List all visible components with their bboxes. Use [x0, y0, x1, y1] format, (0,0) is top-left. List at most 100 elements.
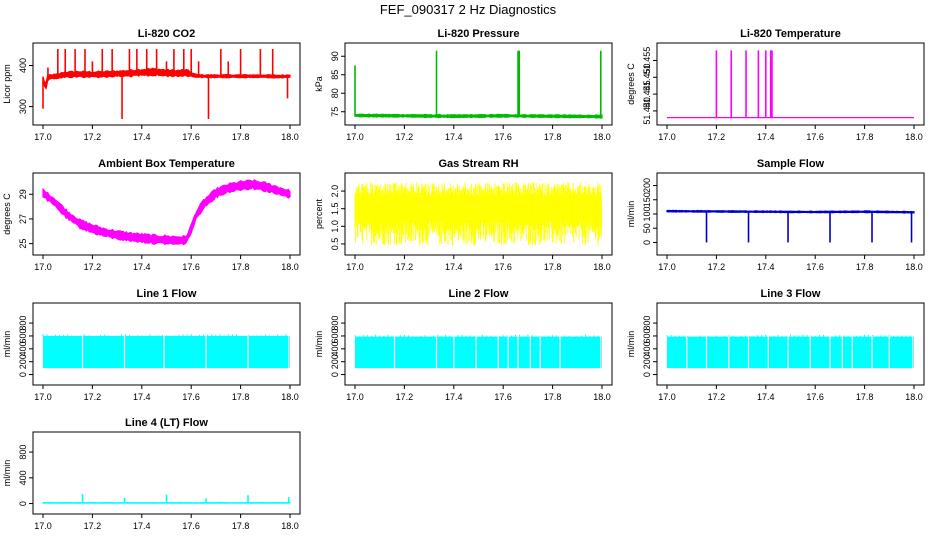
y-axis-label: ml/min [2, 331, 12, 358]
series-pressure [354, 50, 603, 119]
x-tick-label: 17.6 [806, 262, 824, 272]
x-tick-label: 17.8 [232, 392, 250, 402]
series-line4 [42, 493, 291, 504]
series-band [43, 335, 290, 369]
y-tick-label: 600 [18, 328, 28, 343]
chart-title: Li-820 Temperature [740, 28, 841, 40]
x-tick-label: 17.8 [856, 132, 874, 142]
chart-line3: Line 3 Flow ml/min 17.0 17.2 17.4 17.6 17.8 18.… [626, 288, 925, 402]
x-tick-label: 17.8 [544, 392, 562, 402]
x-tick-label: 17.2 [84, 262, 102, 272]
chart-title: Line 4 (LT) Flow [125, 417, 208, 429]
y-tick-label: 85 [330, 70, 340, 80]
y-tick-label: 200 [642, 354, 652, 369]
y-tick-label: 400 [18, 470, 28, 485]
y-axis-label: ml/min [626, 331, 636, 358]
y-axis-label: ml/min [626, 201, 636, 228]
x-tick-label: 17.0 [658, 392, 676, 402]
chart-rh: Gas Stream RH percent 17.0 17.2 17.4 17.6 17.8… [314, 158, 613, 272]
x-tick-label: 17.4 [757, 262, 775, 272]
y-tick-label: 150 [642, 192, 652, 207]
y-tick-label: 1.0 [330, 220, 340, 233]
chart-title: Li-820 Pressure [438, 28, 520, 40]
y-tick-label: 80 [330, 88, 340, 98]
x-tick-label: 17.6 [494, 392, 512, 402]
y-tick-label: 0.5 [330, 238, 340, 251]
x-tick-label: 17.4 [133, 262, 151, 272]
plot-frame [32, 42, 301, 126]
x-tick-label: 17.2 [84, 392, 102, 402]
x-tick-label: 18.0 [905, 132, 923, 142]
x-tick-label: 17.8 [544, 132, 562, 142]
y-tick-label: 2.0 [330, 185, 340, 198]
chart-line4: Line 4 (LT) Flow ml/min 17.0 17.2 17.4 17.6 17… [2, 417, 301, 531]
x-tick-label: 17.6 [494, 262, 512, 272]
y-axis-label: percent [314, 198, 324, 229]
chart-title: Gas Stream RH [438, 158, 518, 170]
chart-ambient: Ambient Box Temperature degrees C 17.0 17.2… [2, 158, 301, 272]
y-axis-label: degrees C [2, 193, 12, 235]
x-tick-label: 17.4 [757, 132, 775, 142]
x-tick-label: 17.8 [856, 392, 874, 402]
x-tick-label: 17.8 [232, 262, 250, 272]
y-tick-label: 200 [642, 178, 652, 193]
plot-frame [344, 302, 613, 386]
series-co2 [42, 49, 291, 119]
y-tick-label: 600 [330, 328, 340, 343]
series-line [354, 113, 603, 119]
y-axis-label: ml/min [314, 331, 324, 358]
y-tick-label: 0 [642, 240, 652, 245]
x-tick-label: 17.0 [346, 132, 364, 142]
plot-frame [32, 431, 301, 515]
x-tick-label: 17.8 [232, 521, 250, 531]
y-tick-label: 0 [18, 372, 28, 377]
y-tick-label: 200 [330, 354, 340, 369]
x-tick-label: 17.2 [396, 392, 414, 402]
x-tick-label: 18.0 [593, 262, 611, 272]
x-tick-label: 17.2 [396, 132, 414, 142]
chart-title: Sample Flow [757, 158, 825, 170]
y-tick-label: 300 [18, 99, 28, 114]
y-tick-label: 0 [330, 372, 340, 377]
x-tick-label: 17.0 [34, 262, 52, 272]
series-line [42, 67, 291, 90]
series-licor-temp [667, 50, 914, 119]
y-axis-label: degrees C [626, 63, 636, 105]
y-tick-label: 51.445 [642, 80, 652, 108]
series-band [667, 336, 914, 369]
plot-frame [656, 302, 925, 386]
x-tick-label: 17.6 [182, 132, 200, 142]
x-tick-label: 17.0 [658, 132, 676, 142]
x-tick-label: 17.4 [445, 262, 463, 272]
y-tick-label: 800 [330, 316, 340, 331]
x-tick-label: 18.0 [281, 262, 299, 272]
plot-frame [32, 302, 301, 386]
x-tick-label: 17.6 [494, 132, 512, 142]
plot-frame [344, 172, 613, 256]
x-tick-label: 17.2 [708, 132, 726, 142]
chart-title: Li-820 CO2 [138, 28, 195, 40]
x-tick-label: 18.0 [281, 392, 299, 402]
y-tick-label: 800 [642, 316, 652, 331]
x-tick-label: 17.4 [445, 132, 463, 142]
x-tick-label: 18.0 [905, 392, 923, 402]
x-tick-label: 17.6 [806, 132, 824, 142]
y-tick-label: 400 [18, 58, 28, 73]
x-tick-label: 17.4 [445, 392, 463, 402]
y-tick-label: 90 [330, 51, 340, 61]
y-tick-label: 51.455 [642, 47, 652, 75]
y-tick-label: 600 [642, 328, 652, 343]
x-tick-label: 17.6 [806, 392, 824, 402]
y-axis-label: kPa [314, 76, 324, 92]
y-tick-label: 0 [18, 501, 28, 506]
chart-co2: Li-820 CO2 Licor ppm 17.0 17.2 17.4 17.6 17.8 1… [2, 28, 301, 142]
series-sample-flow [666, 209, 915, 243]
chart-title: Line 1 Flow [137, 288, 197, 300]
plot-frame [656, 172, 925, 256]
y-axis-label: ml/min [2, 460, 12, 487]
y-axis-label: Licor ppm [2, 64, 12, 104]
x-tick-label: 17.0 [34, 392, 52, 402]
x-tick-label: 17.6 [182, 262, 200, 272]
x-tick-label: 17.2 [396, 262, 414, 272]
